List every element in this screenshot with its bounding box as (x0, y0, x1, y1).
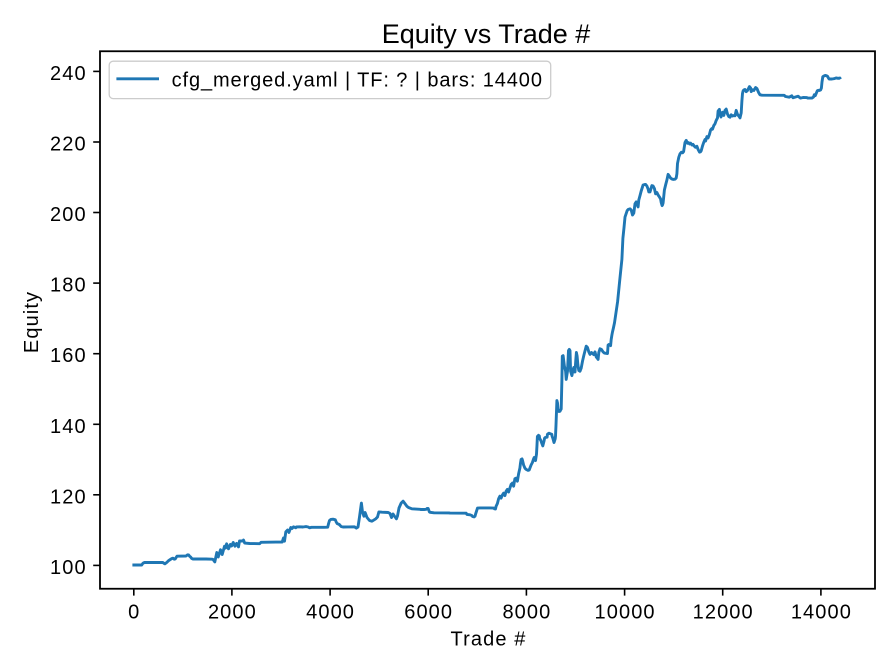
svg-text:140: 140 (50, 416, 87, 438)
svg-text:220: 220 (50, 134, 87, 156)
svg-text:2000: 2000 (208, 602, 257, 624)
svg-text:Trade #: Trade # (451, 629, 527, 651)
svg-text:14000: 14000 (791, 602, 852, 624)
svg-text:0: 0 (128, 602, 140, 624)
svg-text:12000: 12000 (693, 602, 754, 624)
svg-text:240: 240 (50, 63, 87, 85)
svg-text:8000: 8000 (502, 602, 551, 624)
svg-text:10000: 10000 (595, 602, 656, 624)
svg-text:160: 160 (50, 345, 87, 367)
svg-text:cfg_merged.yaml | TF: ? | bars: cfg_merged.yaml | TF: ? | bars: 14400 (172, 69, 543, 91)
svg-text:180: 180 (50, 275, 87, 297)
svg-text:Equity: Equity (21, 291, 43, 353)
svg-text:4000: 4000 (306, 602, 355, 624)
svg-text:Equity vs Trade #: Equity vs Trade # (382, 19, 591, 49)
svg-text:120: 120 (50, 486, 87, 508)
svg-text:6000: 6000 (404, 602, 453, 624)
svg-text:200: 200 (50, 204, 87, 226)
svg-text:100: 100 (50, 557, 87, 579)
